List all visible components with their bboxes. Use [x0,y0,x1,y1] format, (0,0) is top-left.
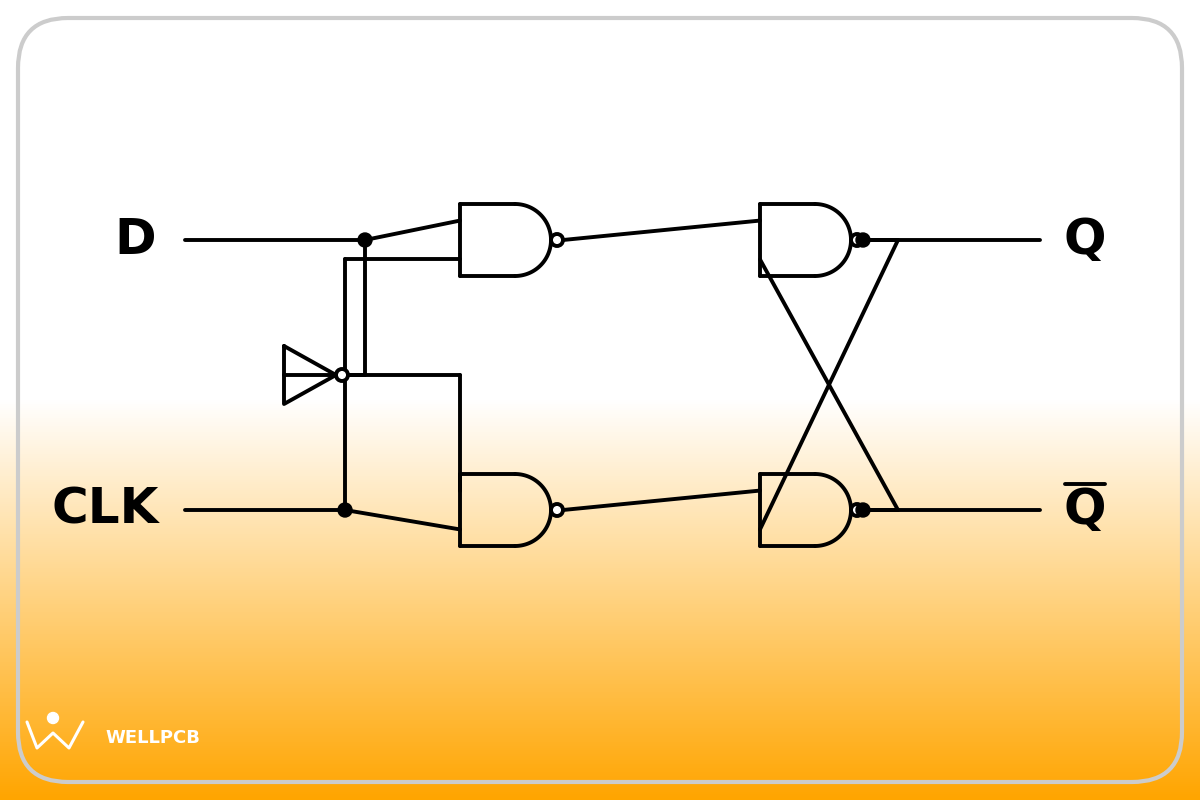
Circle shape [856,233,870,247]
Text: Q: Q [1063,216,1106,264]
Circle shape [551,504,563,516]
Circle shape [358,233,372,247]
Text: CLK: CLK [52,486,158,534]
Circle shape [48,713,59,723]
Circle shape [851,234,863,246]
Circle shape [338,503,352,517]
Text: WELLPCB: WELLPCB [106,729,200,747]
Circle shape [336,369,348,381]
Text: Q: Q [1063,486,1106,534]
Circle shape [551,234,563,246]
Circle shape [851,504,863,516]
Circle shape [856,503,870,517]
Text: D: D [114,216,156,264]
